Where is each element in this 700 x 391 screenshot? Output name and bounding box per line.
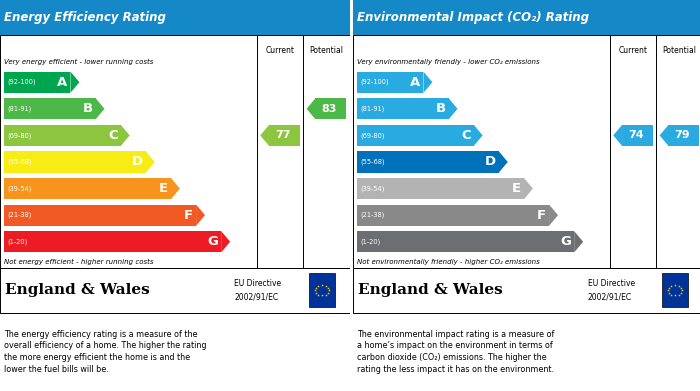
Text: Very energy efficient - lower running costs: Very energy efficient - lower running co… [4,59,153,65]
Bar [315,99,346,119]
Bar [0,268,350,313]
Polygon shape [524,178,533,199]
Text: D: D [484,156,496,169]
Text: Potential: Potential [309,46,344,55]
Bar [0,35,350,268]
Polygon shape [120,125,130,146]
Text: The environmental impact rating is a measure of
a home’s impact on the environme: The environmental impact rating is a mea… [357,330,554,374]
Text: E: E [159,182,168,195]
Text: B: B [435,102,446,115]
Text: (55-68): (55-68) [360,159,384,165]
Text: The energy efficiency rating is a measure of the
overall efficiency of a home. T: The energy efficiency rating is a measur… [4,330,206,374]
Bar [357,98,449,119]
Bar [357,178,524,199]
Text: (39-54): (39-54) [360,185,384,192]
Polygon shape [659,125,668,146]
Text: E: E [512,182,521,195]
Bar [662,273,688,307]
Bar [4,151,146,172]
Bar [4,72,71,93]
Text: (39-54): (39-54) [7,185,31,192]
Bar [357,151,499,172]
Text: 77: 77 [275,130,290,140]
Bar [4,98,96,119]
Bar [357,204,549,226]
Text: F: F [537,209,546,222]
Polygon shape [171,178,180,199]
Text: EU Directive: EU Directive [587,279,635,288]
Polygon shape [96,98,104,119]
Polygon shape [474,125,482,146]
Bar [357,125,474,146]
Bar [357,72,424,93]
Text: D: D [132,156,143,169]
Bar [353,268,700,313]
Text: G: G [560,235,571,248]
Polygon shape [260,125,269,146]
Text: EU Directive: EU Directive [234,279,281,288]
Bar [4,125,120,146]
Text: 74: 74 [628,130,643,140]
Text: (92-100): (92-100) [360,79,389,86]
Text: 79: 79 [674,130,690,140]
Bar [4,178,171,199]
Bar [357,231,574,252]
Bar [269,125,300,146]
Text: C: C [108,129,118,142]
Bar [622,125,653,146]
Text: 2002/91/EC: 2002/91/EC [587,292,631,301]
Text: England & Wales: England & Wales [5,283,150,297]
Text: B: B [83,102,92,115]
Text: F: F [184,209,193,222]
Text: (55-68): (55-68) [7,159,31,165]
Polygon shape [449,98,458,119]
Bar [668,125,699,146]
Bar [4,204,196,226]
Bar [353,35,700,268]
Text: 2002/91/EC: 2002/91/EC [234,292,279,301]
Bar [0,0,350,35]
Polygon shape [549,204,558,226]
Polygon shape [613,125,622,146]
Text: C: C [461,129,470,142]
Text: (92-100): (92-100) [7,79,36,86]
Text: Very environmentally friendly - lower CO₂ emissions: Very environmentally friendly - lower CO… [357,59,540,65]
Text: (81-91): (81-91) [7,106,31,112]
Text: Environmental Impact (CO₂) Rating: Environmental Impact (CO₂) Rating [357,11,589,24]
Polygon shape [71,72,79,93]
Text: Potential: Potential [662,46,696,55]
Text: Current: Current [619,46,648,55]
Polygon shape [196,204,205,226]
Text: (81-91): (81-91) [360,106,384,112]
Text: Not environmentally friendly - higher CO₂ emissions: Not environmentally friendly - higher CO… [357,259,540,265]
Text: (21-38): (21-38) [360,212,384,219]
Polygon shape [221,231,230,252]
Text: G: G [207,235,218,248]
Text: A: A [57,76,67,89]
Text: (1-20): (1-20) [360,239,380,245]
Text: (1-20): (1-20) [7,239,27,245]
Text: England & Wales: England & Wales [358,283,503,297]
Polygon shape [146,151,155,172]
Text: Not energy efficient - higher running costs: Not energy efficient - higher running co… [4,259,153,265]
Text: A: A [410,76,421,89]
Text: 83: 83 [321,104,337,114]
Text: (69-80): (69-80) [7,132,31,139]
Bar [4,231,221,252]
Text: Current: Current [265,46,295,55]
Text: (21-38): (21-38) [7,212,31,219]
Polygon shape [499,151,508,172]
Bar [353,0,700,35]
Polygon shape [307,99,315,119]
Text: Energy Efficiency Rating: Energy Efficiency Rating [4,11,166,24]
Bar [309,273,335,307]
Polygon shape [574,231,583,252]
Text: (69-80): (69-80) [360,132,384,139]
Polygon shape [424,72,433,93]
